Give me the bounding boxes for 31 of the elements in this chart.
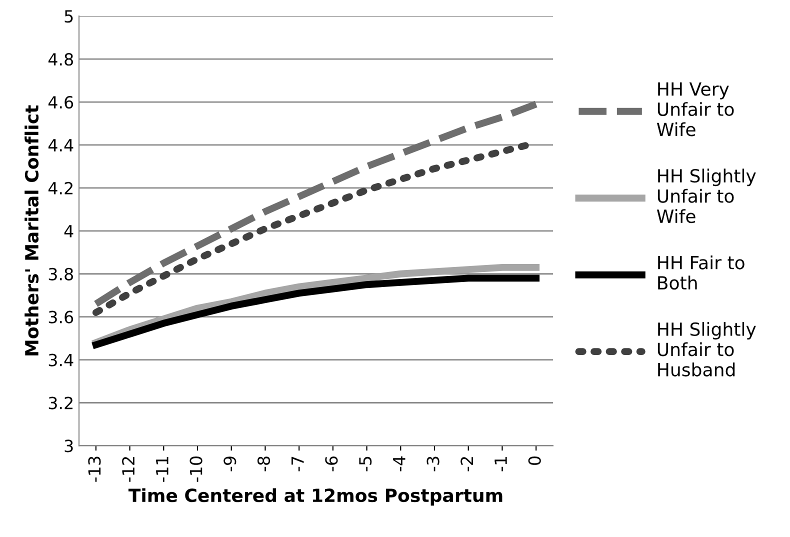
y-tick-label: 3: [64, 440, 73, 452]
x-tick-label: -8: [257, 456, 270, 472]
legend-label: HH Slightly Unfair to Wife: [656, 168, 756, 224]
x-tick-label: -13: [88, 456, 101, 482]
x-tick-label: -4: [393, 456, 406, 472]
y-tick-label: 3.6: [48, 310, 74, 324]
x-tick-label: -9: [224, 456, 236, 472]
x-tick-label: -1: [494, 456, 507, 472]
x-tick-label: -3: [426, 456, 440, 472]
y-tick-label: 3.8: [48, 268, 73, 280]
x-tick-label: 0: [528, 456, 541, 465]
x-tick-label: -10: [190, 456, 202, 482]
legend-label: HH Slightly Unfair to Husband: [658, 322, 756, 376]
x-tick-label: -6: [325, 456, 338, 472]
x-tick-label: -5: [359, 456, 372, 472]
x-tick-label: -2: [460, 457, 473, 472]
y-tick-label: 3.4: [48, 354, 74, 366]
x-tick-label: -7: [292, 456, 304, 472]
y-tick-label: 4.8: [48, 53, 73, 66]
y-axis-title: Mothers' Marital Conflict: [24, 105, 39, 356]
legend-label: HH Very Unfair to Wife: [656, 82, 734, 136]
x-axis-title: Time Centered at 12mos Postpartum: [128, 488, 502, 506]
x-tick-label: -12: [122, 457, 134, 482]
y-tick-label: 4.6: [48, 96, 74, 109]
y-tick-label: 4.2: [48, 182, 72, 194]
y-tick-label: 5: [64, 10, 73, 23]
legend-label: HH Fair to Both: [658, 255, 744, 290]
y-tick-label: 4.4: [48, 139, 74, 152]
x-tick-label: -11: [156, 456, 168, 482]
y-tick-label: 3.2: [48, 396, 72, 410]
y-tick-label: 4: [64, 225, 74, 238]
